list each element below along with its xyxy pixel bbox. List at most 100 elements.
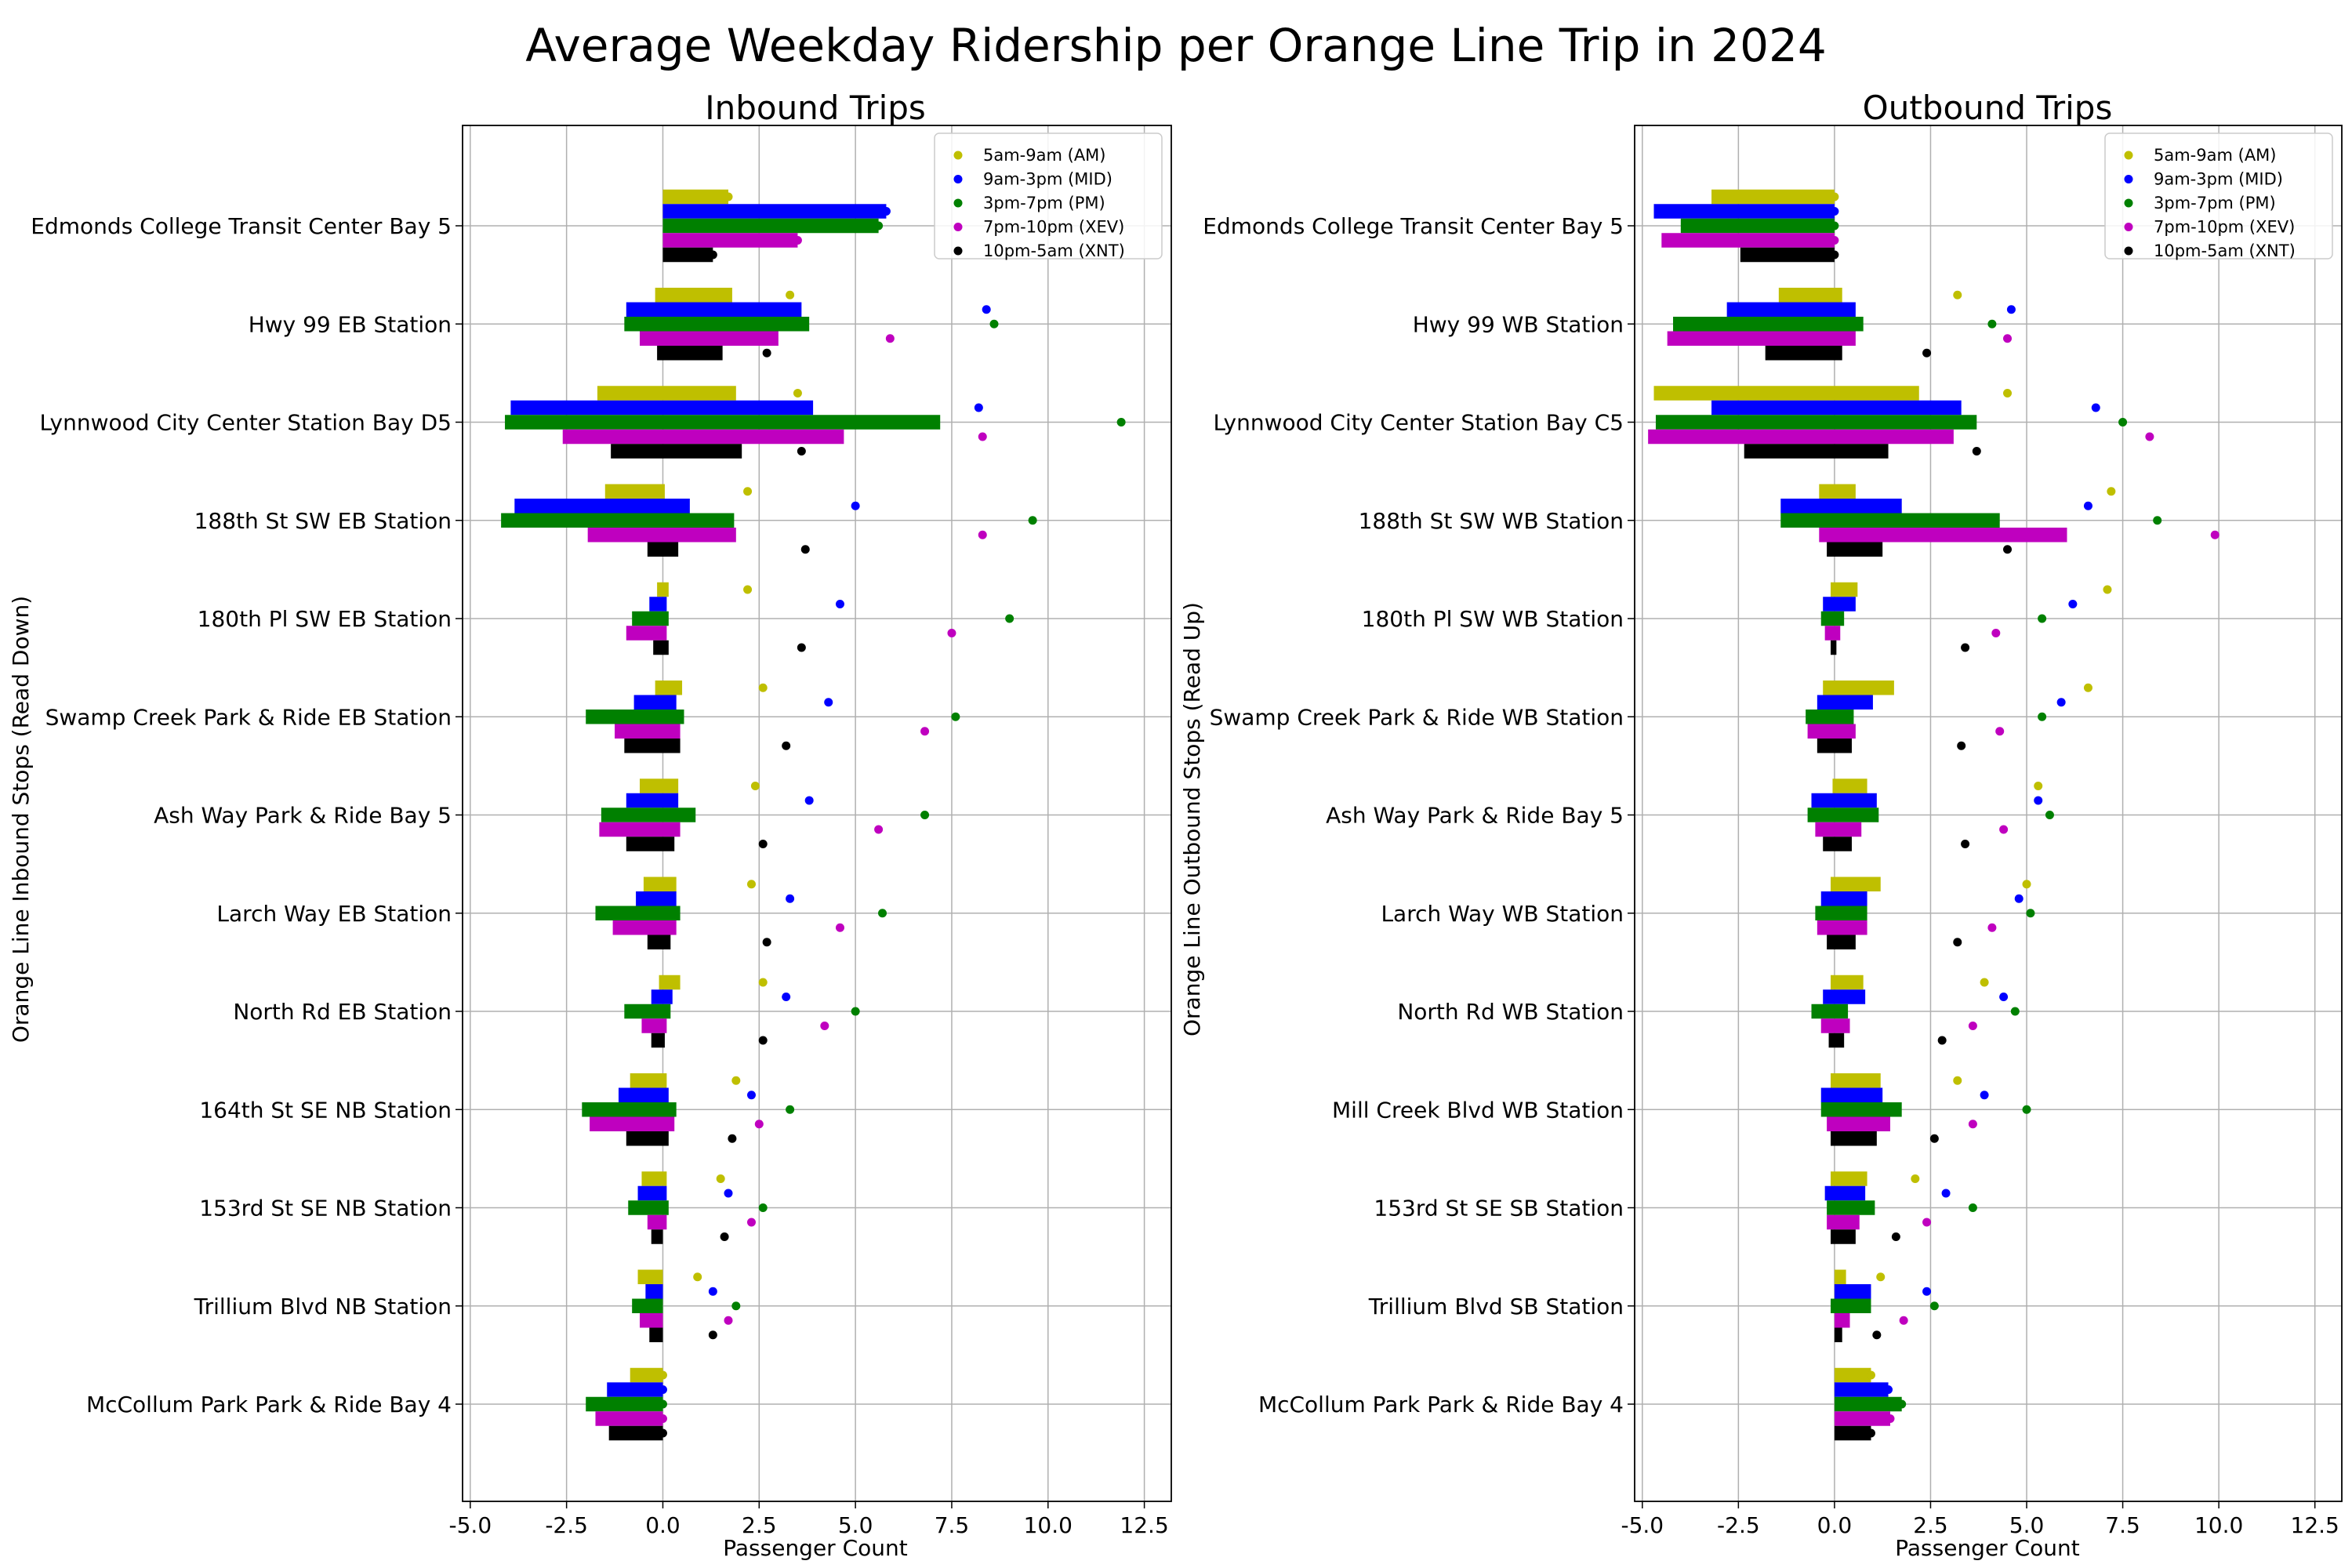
- outbound-point-am: [2034, 782, 2043, 790]
- inbound-bar-xnt: [651, 1033, 665, 1048]
- outbound-bar-am: [1832, 779, 1867, 793]
- outbound-category-label: McCollum Park Park & Ride Bay 4: [1258, 1392, 1624, 1417]
- outbound-bar-mid: [1780, 499, 1902, 514]
- inbound-point-pm: [758, 1203, 768, 1212]
- outbound-bar-pm: [1807, 808, 1879, 822]
- outbound-point-am: [1953, 290, 1962, 299]
- inbound-bar-pm: [624, 1004, 671, 1019]
- outbound-bar-xev: [1807, 724, 1856, 739]
- outbound-point-xnt: [1922, 348, 1932, 358]
- inbound-bar-pm: [505, 415, 941, 430]
- outbound-bar-pm: [1831, 1298, 1871, 1313]
- outbound-bar-xnt: [1831, 1229, 1856, 1244]
- inbound-point-mid: [982, 305, 991, 314]
- outbound-point-mid: [1922, 1287, 1932, 1296]
- outbound-bar-xnt: [1828, 1033, 1845, 1048]
- inbound-legend-label: 3pm-7pm (PM): [983, 194, 1105, 212]
- inbound-point-am: [724, 192, 733, 201]
- outbound-category-label: 180th Pl SW WB Station: [1362, 606, 1624, 632]
- inbound-point-pm: [874, 221, 884, 230]
- outbound-bar-pm: [1815, 906, 1867, 920]
- inbound-xtick-label: 10.0: [1024, 1512, 1073, 1538]
- inbound-bar-pm: [595, 906, 681, 920]
- outbound-xtick-label: -5.0: [1621, 1512, 1664, 1538]
- inbound-xtick-label: -5.0: [449, 1512, 492, 1538]
- inbound-bar-xev: [626, 626, 667, 641]
- inbound-point-am: [693, 1272, 702, 1282]
- outbound-bar-xnt: [1823, 837, 1852, 851]
- inbound-bar-mid: [626, 302, 802, 317]
- inbound-category-label: North Rd EB Station: [233, 999, 452, 1025]
- inbound-bar-pm: [624, 317, 810, 332]
- inbound-point-mid: [708, 1287, 717, 1296]
- outbound-point-xnt: [1953, 938, 1962, 947]
- inbound-bar-mid: [649, 597, 667, 612]
- inbound-point-am: [793, 389, 802, 397]
- inbound-category-label: Larch Way EB Station: [216, 901, 452, 927]
- inbound-point-pm: [878, 909, 887, 918]
- inbound-bar-xnt: [626, 1131, 669, 1146]
- inbound-point-am: [758, 978, 768, 987]
- inbound-bar-mid: [636, 891, 677, 906]
- inbound-xtick-label: 0.0: [645, 1512, 681, 1538]
- inbound-legend-label: 10pm-5am (XNT): [983, 241, 1125, 260]
- outbound-bar-am: [1653, 386, 1919, 401]
- inbound-bar-xnt: [608, 1425, 663, 1441]
- outbound-point-pm: [2118, 418, 2128, 426]
- outbound-legend-marker: [2124, 198, 2133, 208]
- inbound-category-label: Lynnwood City Center Station Bay D5: [39, 410, 452, 436]
- outbound-point-am: [1830, 192, 1839, 201]
- outbound-bar-xev: [1667, 331, 1856, 346]
- outbound-point-xnt: [1929, 1134, 1939, 1143]
- outbound-legend-label: 10pm-5am (XNT): [2154, 241, 2296, 260]
- inbound-bar-am: [655, 681, 683, 695]
- outbound-xtick-label: 5.0: [2009, 1512, 2045, 1538]
- inbound-point-xev: [820, 1022, 829, 1030]
- inbound-point-xev: [885, 334, 895, 343]
- inbound-point-pm: [786, 1105, 795, 1114]
- outbound-point-am: [1866, 1370, 1875, 1380]
- outbound-bar-mid: [1820, 1087, 1883, 1102]
- outbound-xtick-label: 10.0: [2194, 1512, 2243, 1538]
- inbound-bar-xnt: [657, 346, 723, 361]
- inbound-point-xev: [793, 236, 802, 245]
- outbound-point-xev: [2003, 334, 2013, 343]
- outbound-bar-mid: [1653, 204, 1835, 219]
- outbound-bar-mid: [1820, 891, 1867, 906]
- outbound-bar-pm: [1655, 415, 1977, 430]
- inbound-category-label: McCollum Park Park & Ride Bay 4: [86, 1392, 452, 1417]
- outbound-point-mid: [2006, 305, 2016, 314]
- inbound-point-xnt: [708, 250, 717, 260]
- inbound-point-mid: [786, 894, 795, 903]
- inbound-point-am: [658, 1370, 667, 1380]
- outbound-bar-xnt: [1817, 739, 1852, 753]
- outbound-point-xev: [1991, 629, 2001, 637]
- inbound-point-xev: [978, 432, 987, 441]
- outbound-legend-marker: [2124, 223, 2133, 231]
- outbound-category-label: 153rd St SE SB Station: [1374, 1196, 1624, 1221]
- inbound-bar-pm: [632, 1298, 663, 1313]
- outbound-point-mid: [2056, 698, 2066, 707]
- inbound-bar-mid: [645, 1284, 663, 1299]
- inbound-legend-label: 5am-9am (AM): [983, 146, 1106, 165]
- outbound-bar-mid: [1823, 989, 1866, 1004]
- inbound-point-xnt: [762, 348, 771, 358]
- inbound-bar-xev: [640, 1313, 663, 1328]
- outbound-bar-xnt: [1831, 640, 1837, 655]
- outbound-point-pm: [2153, 516, 2162, 525]
- outbound-ylabel: Orange Line Outbound Stops (Read Up): [1179, 602, 1205, 1036]
- inbound-point-am: [746, 880, 756, 889]
- outbound-bar-am: [1711, 189, 1835, 205]
- outbound-bar-am: [1778, 288, 1842, 303]
- outbound-category-label: Swamp Creek Park & Ride WB Station: [1210, 704, 1624, 730]
- inbound-category-label: Trillium Blvd NB Station: [194, 1294, 452, 1319]
- outbound-point-am: [2107, 487, 2116, 496]
- inbound-point-am: [786, 290, 795, 299]
- inbound-bar-xnt: [662, 247, 713, 263]
- outbound-point-am: [1980, 978, 1989, 987]
- outbound-bar-xev: [1827, 1116, 1890, 1131]
- outbound-bar-mid: [1811, 793, 1877, 808]
- outbound-bar-xev: [1661, 233, 1835, 248]
- inbound-bar-mid: [626, 793, 679, 808]
